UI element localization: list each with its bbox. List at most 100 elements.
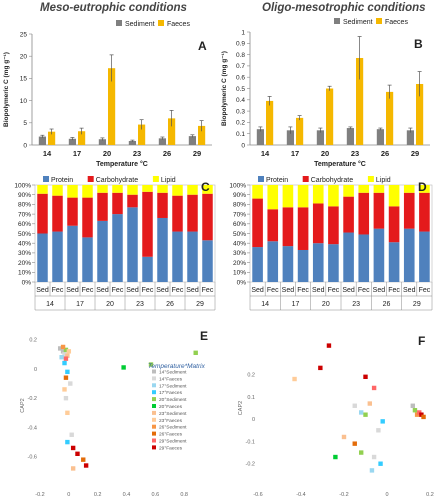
e-point: [70, 466, 76, 471]
e-point: [62, 360, 67, 366]
d-bar-carbohydrate: [403, 192, 415, 229]
e-legend-label: 20°Sediment: [159, 397, 187, 403]
c-xtick-label: Sed: [156, 287, 169, 294]
f-point: [367, 401, 372, 406]
f-point: [421, 414, 426, 420]
a-xtick-label: 29: [193, 149, 201, 158]
e-ytick-label: 0.2: [29, 338, 37, 344]
b-ytick-label: 0.2: [236, 120, 245, 127]
e-legend-swatch: [152, 383, 156, 388]
f-point: [414, 412, 420, 417]
c-bar-carbohydrate: [172, 195, 183, 232]
c-legend-label: Protein: [51, 177, 73, 184]
e-point: [81, 457, 86, 462]
e-legend-label: 14°Faeces: [159, 376, 183, 382]
left-title: Meso-eutrophic conditions: [40, 2, 187, 14]
b-ytick-label: 0.9: [236, 41, 245, 48]
d-legend-swatch-carbohydrate: [302, 176, 309, 182]
d-xtick-label: Sed: [403, 287, 416, 294]
c-panel-letter: C: [201, 180, 210, 194]
f-ytick-label: -0.2: [246, 462, 255, 468]
c-ytick-label: 30%: [18, 250, 31, 257]
b-ytick-label: 0.3: [236, 108, 245, 115]
b-bar-sediment: [316, 130, 324, 145]
e-ytick-label: 0: [34, 367, 37, 373]
a-ytick-label: 25: [20, 31, 28, 38]
c-bar-carbohydrate: [82, 197, 93, 238]
f-point: [380, 419, 385, 424]
a-xtick-label: 20: [103, 149, 111, 158]
e-legend-swatch: [152, 376, 156, 381]
e-legend-label: 29°Faeces: [159, 445, 183, 451]
e-point: [70, 445, 76, 451]
c-bar-lipid: [52, 185, 63, 196]
e-legend-swatch: [152, 410, 156, 415]
e-legend-swatch: [152, 424, 156, 429]
d-bar-lipid: [328, 185, 339, 207]
a-bar-faeces: [48, 131, 56, 145]
e-xtick-label: 0.4: [123, 492, 131, 498]
c-legend-label: Lipid: [161, 177, 176, 184]
d-xtick-label: Fec: [358, 287, 370, 294]
d-bar-carbohydrate: [267, 209, 279, 242]
a-ytick-label: 15: [20, 76, 28, 83]
c-xtick-label: Sed: [186, 287, 199, 294]
d-group-label: 23: [352, 301, 360, 308]
e-point: [193, 350, 198, 356]
d-bar-lipid: [343, 185, 354, 197]
e-legend-swatch: [152, 390, 156, 395]
e-point: [63, 375, 69, 380]
c-legend-swatch-protein: [43, 176, 49, 182]
f-point: [376, 428, 381, 433]
b-xlabel: Temperature °C: [314, 160, 366, 168]
a-legend-label: Faeces: [167, 21, 190, 28]
e-legend-label: 20°Faeces: [159, 404, 183, 410]
c-bar-carbohydrate: [52, 195, 63, 232]
c-xtick-label: Fec: [112, 287, 124, 294]
d-legend-label: Lipid: [376, 177, 391, 184]
d-bar-carbohydrate: [297, 207, 309, 250]
d-ytick-label: 70%: [233, 211, 246, 218]
d-bar-protein: [373, 228, 385, 282]
d-xtick-label: Sed: [251, 287, 264, 294]
b-bar-sediment: [406, 130, 414, 145]
d-ytick-label: 50%: [233, 231, 246, 238]
d-bar-protein: [419, 231, 430, 282]
d-bar-lipid: [403, 185, 415, 193]
d-bar-lipid: [267, 185, 279, 210]
c-bar-protein: [97, 220, 108, 282]
b-ytick-label: 0.8: [236, 52, 245, 59]
c-bar-protein: [187, 231, 198, 282]
b-xtick-label: 29: [411, 149, 419, 158]
e-legend-swatch: [152, 397, 156, 402]
e-point: [62, 387, 67, 392]
d-ytick-label: 20%: [233, 260, 246, 267]
b-ytick-label: 0.5: [236, 86, 245, 93]
f-point: [371, 385, 377, 391]
d-bar-carbohydrate: [388, 206, 400, 243]
e-point: [69, 432, 74, 437]
d-legend-swatch-protein: [258, 176, 264, 182]
a-bar-sediment: [158, 138, 166, 145]
d-bar-lipid: [297, 185, 309, 208]
a-bar-faeces: [138, 124, 146, 145]
a-legend-label: Sediment: [125, 21, 155, 28]
d-bar-carbohydrate: [343, 196, 354, 233]
d-bar-protein: [343, 232, 354, 282]
e-point: [75, 451, 80, 456]
e-legend-swatch: [152, 438, 156, 443]
e-point: [63, 347, 69, 353]
d-legend-label: Protein: [266, 177, 288, 184]
c-group-label: 26: [166, 301, 174, 308]
f-point: [371, 454, 377, 460]
e-panel-letter: E: [200, 329, 208, 343]
d-ytick-label: 80%: [233, 202, 246, 209]
c-bar-protein: [157, 217, 168, 282]
d-bar-carbohydrate: [312, 203, 324, 244]
e-legend-swatch: [152, 445, 156, 450]
b-bar-sediment: [256, 129, 264, 145]
c-xtick-label: Fec: [52, 287, 64, 294]
c-bar-protein: [37, 233, 48, 282]
c-ytick-label: 40%: [18, 241, 31, 248]
c-bar-lipid: [97, 185, 108, 193]
